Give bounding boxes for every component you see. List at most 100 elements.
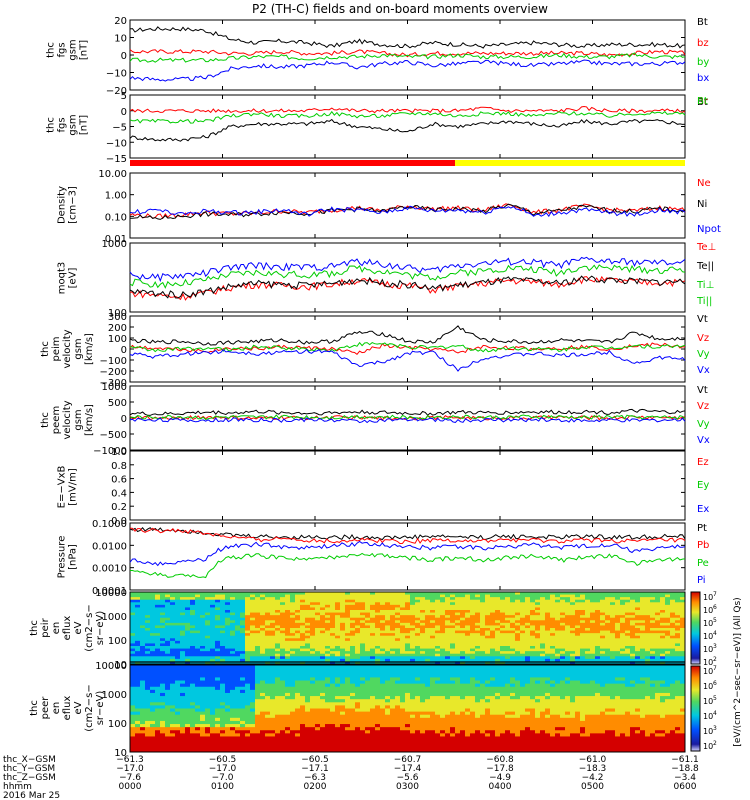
spectrogram-cell <box>215 739 221 744</box>
spectrogram-cell <box>180 720 186 725</box>
spectrogram-cell <box>600 646 606 649</box>
spectrogram-cell <box>165 745 171 750</box>
spectrogram-cell <box>180 638 186 642</box>
spectrogram-cell <box>250 620 256 624</box>
spectrogram-cell <box>520 653 526 657</box>
spectrogram-cell <box>680 612 686 616</box>
spectrogram-cell <box>320 702 326 706</box>
spectrogram-cell <box>565 643 571 647</box>
spectrogram-cell <box>650 638 656 642</box>
spectrogram-cell <box>295 594 301 598</box>
spectrogram-cell <box>610 633 616 637</box>
spectrogram-cell <box>645 658 651 662</box>
spectrogram-cell <box>485 653 491 657</box>
spectrogram-cell <box>545 620 551 624</box>
spectrogram-cell <box>345 620 351 624</box>
spectrogram-cell <box>190 677 196 681</box>
spectrogram-cell <box>645 633 651 637</box>
spectrogram-cell <box>645 638 651 642</box>
spectrogram-cell <box>245 727 251 731</box>
spectrogram-cell <box>410 661 416 665</box>
spectrogram-cell <box>145 668 151 672</box>
spectrogram-cell <box>310 717 316 722</box>
spectrogram-cell <box>410 620 416 624</box>
spectrogram-cell <box>335 696 341 700</box>
spectrogram-cell <box>320 720 326 725</box>
spectrogram-cell <box>380 607 386 611</box>
spectrogram-cell <box>410 651 416 655</box>
spectrogram-cell <box>550 628 556 631</box>
spectrogram-cell <box>440 653 446 657</box>
spectrogram-cell <box>140 708 146 713</box>
spectrogram-cell <box>195 635 201 639</box>
spectrogram-cell <box>140 612 146 616</box>
spectrogram-cell <box>220 689 226 694</box>
spectrogram-cell <box>470 602 476 606</box>
spectrogram-cell <box>210 720 216 725</box>
legend-label: Ne <box>697 178 711 189</box>
spectrogram-cell <box>145 622 151 626</box>
spectrogram-cell <box>600 622 606 626</box>
spectrogram-cell <box>315 602 321 606</box>
spectrogram-cell <box>205 668 211 672</box>
spectrogram-cell <box>320 597 326 601</box>
spectrogram-cell <box>335 640 341 644</box>
spectrogram-cell <box>245 633 251 637</box>
spectrogram-cell <box>635 602 641 606</box>
spectrogram-cell <box>330 708 336 713</box>
spectrogram-cell <box>275 696 281 700</box>
spectrogram-cell <box>625 630 631 634</box>
spectrogram-cell <box>335 708 341 713</box>
spectrogram-cell <box>365 658 371 662</box>
spectrogram-cell <box>595 648 601 652</box>
spectrogram-cell <box>195 668 201 672</box>
spectrogram-cell <box>565 658 571 662</box>
spectrogram-cell <box>320 714 326 719</box>
spectrogram-cell <box>590 610 596 613</box>
spectrogram-cell <box>310 643 316 647</box>
spectrogram-cell <box>665 656 671 660</box>
spectrogram-cell <box>470 656 476 660</box>
spectrogram-cell <box>130 692 136 697</box>
spectrogram-cell <box>430 602 436 606</box>
spectrogram-cell <box>555 648 561 652</box>
spectrogram-cell <box>155 692 161 697</box>
spectrogram-cell <box>180 708 186 713</box>
spectrogram-cell <box>265 610 271 613</box>
spectrogram-cell <box>365 683 371 688</box>
spectrogram-cell <box>660 622 666 626</box>
spectrogram-cell <box>305 699 311 703</box>
spectrogram-cell <box>580 615 586 619</box>
spectrogram-cell <box>250 683 256 688</box>
spectrogram-cell <box>650 625 656 629</box>
spectrogram-cell <box>550 622 556 626</box>
spectrogram-cell <box>335 656 341 660</box>
spectrogram-cell <box>235 599 241 603</box>
spectrogram-cell <box>295 730 301 734</box>
spectrogram-cell <box>170 745 176 750</box>
spectrogram-cell <box>260 622 266 626</box>
spectrogram-cell <box>680 610 686 613</box>
spectrogram-cell <box>160 730 166 734</box>
spectrogram-cell <box>525 592 531 595</box>
spectrogram-cell <box>325 651 331 655</box>
spectrogram-cell <box>435 597 441 601</box>
spectrogram-cell <box>200 714 206 719</box>
spectrogram-cell <box>585 615 591 619</box>
spectrogram-cell <box>505 646 511 649</box>
spectrogram-cell <box>445 658 451 662</box>
spectrogram-cell <box>520 612 526 616</box>
spectrogram-cell <box>150 656 156 660</box>
spectrogram-cell <box>495 640 501 644</box>
spectrogram-cell <box>665 617 671 621</box>
spectrogram-cell <box>200 708 206 713</box>
spectrogram-cell <box>165 630 171 634</box>
spectrogram-cell <box>280 708 286 713</box>
spectrogram-cell <box>145 699 151 703</box>
spectrogram-cell <box>350 745 356 750</box>
spectrogram-cell <box>190 617 196 621</box>
spectrogram-cell <box>235 658 241 662</box>
spectrogram-cell <box>235 622 241 626</box>
spectrogram-cell <box>345 604 351 608</box>
spectrogram-cell <box>580 648 586 652</box>
